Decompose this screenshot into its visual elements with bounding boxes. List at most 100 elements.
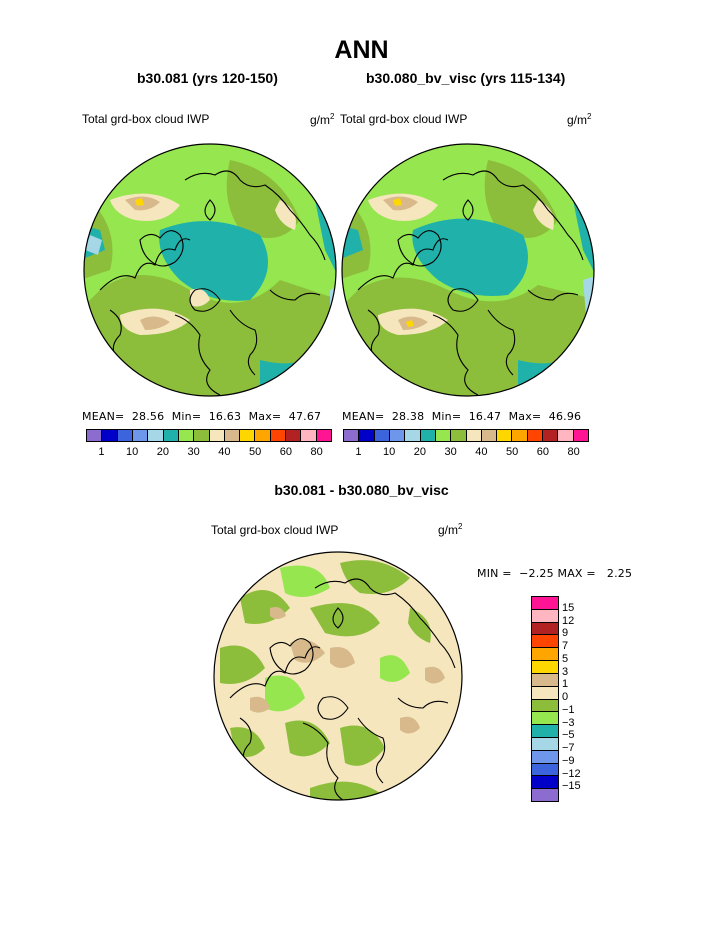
difference-colorbar-label: −3 bbox=[562, 716, 575, 729]
left-colorbar-label: 1 bbox=[98, 446, 105, 458]
difference-colorbar-label: −1 bbox=[562, 703, 575, 716]
difference-colorbar bbox=[531, 596, 559, 802]
left-colorbar-label: 10 bbox=[126, 446, 139, 458]
left-colorbar bbox=[86, 429, 332, 442]
difference-colorbar-swatch bbox=[532, 699, 558, 713]
left-colorbar-swatch bbox=[240, 430, 256, 441]
right-variable-label: Total grd-box cloud IWP bbox=[340, 112, 468, 126]
difference-colorbar-swatch bbox=[532, 635, 558, 649]
difference-colorbar-label: 1 bbox=[562, 678, 569, 691]
right-colorbar-swatch bbox=[481, 430, 498, 441]
right-units: g/m2 bbox=[567, 112, 592, 127]
difference-polar-map bbox=[213, 551, 463, 801]
left-colorbar-swatch bbox=[194, 430, 210, 441]
right-colorbar-label: 20 bbox=[413, 446, 426, 458]
difference-colorbar-swatch bbox=[532, 776, 558, 790]
difference-colorbar-label: 9 bbox=[562, 627, 569, 640]
left-colorbar-swatch bbox=[163, 430, 179, 441]
difference-colorbar-label: 0 bbox=[562, 691, 569, 703]
left-colorbar-label: 30 bbox=[187, 446, 200, 458]
main-title: ANN bbox=[334, 36, 389, 64]
left-colorbar-label: 80 bbox=[310, 446, 323, 458]
difference-colorbar-label: 15 bbox=[562, 601, 575, 614]
left-colorbar-label: 20 bbox=[156, 446, 169, 458]
right-colorbar-label: 40 bbox=[475, 446, 488, 458]
right-case-title: b30.080_bv_visc (yrs 115-134) bbox=[366, 70, 566, 86]
difference-colorbar-swatch bbox=[532, 725, 558, 738]
right-colorbar-swatch bbox=[451, 430, 467, 441]
left-colorbar-label: 40 bbox=[218, 446, 231, 458]
difference-colorbar-swatch bbox=[532, 789, 558, 801]
right-colorbar-label: 10 bbox=[383, 446, 396, 458]
right-stats: MEAN= 28.38 Min= 16.47 Max= 46.96 bbox=[342, 410, 582, 423]
left-colorbar-swatch bbox=[224, 430, 241, 441]
right-colorbar-swatch bbox=[558, 430, 574, 441]
right-colorbar-label: 60 bbox=[536, 446, 549, 458]
difference-colorbar-label: 5 bbox=[562, 652, 569, 665]
left-colorbar-swatch bbox=[301, 430, 317, 441]
right-colorbar-swatch bbox=[466, 430, 482, 441]
difference-title: b30.081 - b30.080_bv_visc bbox=[274, 482, 449, 498]
right-colorbar-swatch bbox=[527, 430, 544, 441]
left-colorbar-swatch bbox=[117, 430, 133, 441]
right-colorbar-swatch bbox=[389, 430, 406, 441]
difference-variable-label: Total grd-box cloud IWP bbox=[211, 523, 339, 537]
difference-colorbar-labels: 15 12 9 7 5 3 1 0 −1 −3 −5 −7 −9 −12 −15 bbox=[562, 596, 612, 800]
left-colorbar-swatch bbox=[316, 430, 331, 441]
difference-colorbar-label: 3 bbox=[562, 665, 569, 678]
left-colorbar-swatch bbox=[148, 430, 164, 441]
left-polar-map bbox=[83, 143, 337, 397]
right-colorbar-swatch bbox=[512, 430, 528, 441]
difference-units: g/m2 bbox=[438, 522, 463, 537]
difference-colorbar-swatch bbox=[532, 661, 558, 674]
right-colorbar-swatch bbox=[573, 430, 588, 441]
difference-colorbar-label: 12 bbox=[562, 614, 575, 627]
right-colorbar-swatch bbox=[374, 430, 390, 441]
right-colorbar-swatch bbox=[543, 430, 559, 441]
difference-colorbar-label: −15 bbox=[562, 780, 581, 793]
difference-colorbar-swatch bbox=[532, 750, 558, 764]
left-variable-label: Total grd-box cloud IWP bbox=[82, 112, 210, 126]
left-case-title: b30.081 (yrs 120-150) bbox=[137, 70, 278, 86]
left-colorbar-swatch bbox=[286, 430, 302, 441]
difference-colorbar-label: −12 bbox=[562, 767, 581, 780]
left-colorbar-labels: 1 10 20 30 40 50 60 80 bbox=[86, 446, 332, 460]
difference-colorbar-label: 7 bbox=[562, 640, 569, 652]
left-colorbar-swatch bbox=[87, 430, 103, 441]
left-colorbar-swatch bbox=[178, 430, 195, 441]
difference-colorbar-swatch bbox=[532, 737, 558, 751]
left-colorbar-swatch bbox=[255, 430, 271, 441]
difference-colorbar-label: −9 bbox=[562, 754, 575, 767]
right-colorbar-label: 50 bbox=[506, 446, 519, 458]
left-colorbar-label: 50 bbox=[249, 446, 262, 458]
right-colorbar-label: 30 bbox=[444, 446, 457, 458]
difference-colorbar-swatch bbox=[532, 673, 558, 687]
right-polar-map bbox=[341, 143, 595, 397]
difference-colorbar-swatch bbox=[532, 712, 558, 726]
left-colorbar-swatch bbox=[209, 430, 225, 441]
left-stats: MEAN= 28.56 Min= 16.63 Max= 47.67 bbox=[82, 410, 322, 423]
difference-colorbar-swatch bbox=[532, 648, 558, 662]
right-colorbar-swatch bbox=[344, 430, 360, 441]
difference-colorbar-label: −7 bbox=[562, 742, 575, 754]
right-colorbar-swatch bbox=[359, 430, 375, 441]
right-colorbar bbox=[343, 429, 589, 442]
left-colorbar-label: 60 bbox=[279, 446, 292, 458]
difference-minmax: MIN = −2.25 MAX = 2.25 bbox=[477, 567, 633, 580]
right-colorbar-swatch bbox=[435, 430, 452, 441]
left-colorbar-swatch bbox=[270, 430, 287, 441]
difference-colorbar-swatch bbox=[532, 597, 558, 610]
right-colorbar-swatch bbox=[405, 430, 421, 441]
right-colorbar-label: 1 bbox=[355, 446, 362, 458]
difference-colorbar-label: −5 bbox=[562, 729, 575, 742]
difference-colorbar-swatch bbox=[532, 622, 558, 636]
left-colorbar-swatch bbox=[102, 430, 118, 441]
left-colorbar-swatch bbox=[132, 430, 149, 441]
difference-colorbar-swatch bbox=[532, 609, 558, 623]
right-colorbar-swatch bbox=[420, 430, 436, 441]
difference-colorbar-swatch bbox=[532, 763, 558, 777]
right-colorbar-label: 80 bbox=[567, 446, 580, 458]
right-colorbar-swatch bbox=[497, 430, 513, 441]
left-units: g/m2 bbox=[310, 112, 335, 127]
right-colorbar-labels: 1 10 20 30 40 50 60 80 bbox=[343, 446, 589, 460]
